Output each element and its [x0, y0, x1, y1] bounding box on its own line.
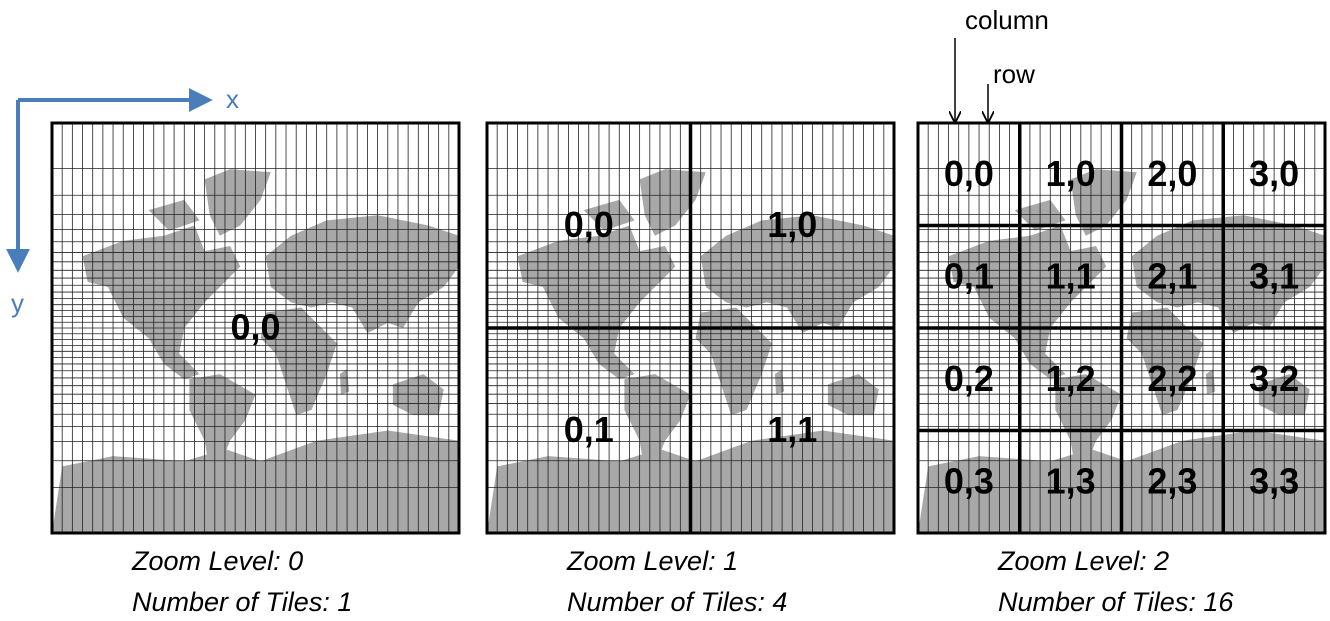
tile-label: 1,0: [1046, 153, 1096, 194]
tile-label: 2,1: [1147, 255, 1197, 296]
tile-label: 0,1: [944, 255, 994, 296]
tile-label: 0,0: [230, 307, 280, 348]
row-annotation: row: [993, 59, 1035, 89]
zoom-caption: Zoom Level: 0: [131, 546, 303, 576]
tile-label: 3,2: [1249, 358, 1299, 399]
map-panel: 0,0 Zoom Level: 0 Number of Tiles: 1: [52, 123, 459, 617]
tile-label: 0,0: [564, 204, 614, 245]
y-axis-label: y: [11, 288, 24, 318]
tile-label: 0,0: [944, 153, 994, 194]
tile-label: 1,0: [767, 204, 817, 245]
zoom-caption: Zoom Level: 2: [997, 546, 1169, 576]
tile-label: 0,1: [564, 409, 614, 450]
zoom-caption: Zoom Level: 1: [566, 546, 738, 576]
tile-label: 3,1: [1249, 255, 1299, 296]
tile-count-caption: Number of Tiles: 4: [567, 587, 787, 617]
tile-label: 3,0: [1249, 153, 1299, 194]
tile-label: 0,3: [944, 460, 994, 501]
tile-count-caption: Number of Tiles: 1: [132, 587, 352, 617]
tile-label: 2,0: [1147, 153, 1197, 194]
tile-label: 0,2: [944, 358, 994, 399]
diagram: x y column row 0,0 Zoom Level: 0 Number of…: [0, 0, 1330, 621]
column-annotation: column: [965, 5, 1049, 35]
tile-count-caption: Number of Tiles: 16: [998, 587, 1234, 617]
x-axis-label: x: [226, 84, 239, 114]
tile-label: 1,3: [1046, 460, 1096, 501]
map-panel: 0,0 1,0 0,1 1,1 Zoom Level: 1 Number of Tiles…: [487, 123, 894, 617]
tile-label: 1,2: [1046, 358, 1096, 399]
tile-label: 3,3: [1249, 460, 1299, 501]
map-panel: 0,0 1,0 2,0 3,0 0,1 1,1 2,1 3,1 0,2 1,2 2,2 3,2 0,3 1…: [918, 123, 1325, 617]
tile-label: 1,1: [1046, 255, 1096, 296]
tile-label: 2,3: [1147, 460, 1197, 501]
tile-label: 1,1: [767, 409, 817, 450]
tile-label: 2,2: [1147, 358, 1197, 399]
